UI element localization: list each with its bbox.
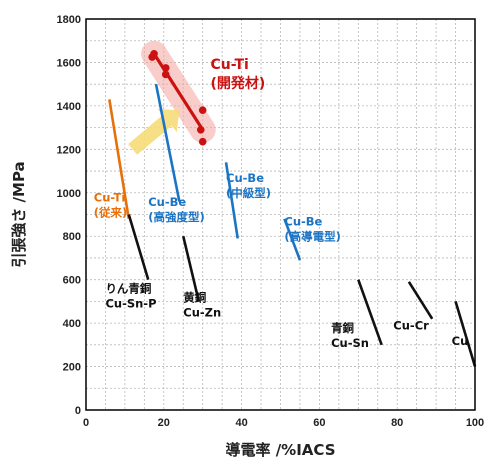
y-tick-label: 1200 [57, 144, 81, 156]
series-line [283, 218, 302, 261]
x-tick-label: 60 [313, 417, 325, 429]
data-point [161, 70, 170, 79]
data-point [196, 125, 205, 134]
annotation-text: りん青銅 [105, 282, 151, 296]
annotation: Cu-Be(高導電型) [284, 214, 341, 243]
data-point [198, 106, 207, 115]
data-point [161, 64, 170, 72]
annotation-text: (中級型) [226, 186, 271, 200]
series-points [148, 49, 207, 146]
annotation-text: Cu-Be [148, 195, 186, 209]
series-line [454, 301, 477, 367]
series-line [127, 214, 150, 281]
y-tick-label: 600 [63, 275, 81, 287]
annotation-text: 黄銅 [183, 290, 206, 304]
annotation-text: (高導電型) [284, 229, 341, 243]
y-tick-label: 1600 [57, 57, 81, 69]
series-fit-line [152, 52, 205, 132]
y-axis-title: 引張強さ /MPa [10, 161, 28, 267]
y-tick-label: 1000 [57, 188, 81, 200]
annotation-text: Cu-Sn-P [105, 297, 156, 311]
annotation-text: Cu-Be [284, 214, 322, 228]
annotation-text: Cu-Be [226, 171, 264, 185]
annotation-text: Cu-Ti [94, 190, 126, 204]
x-tick-label: 80 [391, 417, 403, 429]
annotation: Cu-Cr [393, 319, 429, 333]
x-tick-label: 40 [235, 417, 247, 429]
y-tick-label: 400 [63, 318, 81, 330]
annotation-text: Cu [452, 334, 469, 348]
y-tick-label: 1400 [57, 101, 81, 113]
tick-labels: 0 20 40 60 80 1000200400600800100012001400160… [57, 14, 485, 429]
y-tick-label: 800 [63, 231, 81, 243]
series-line [108, 99, 131, 220]
annotation: Cu [452, 334, 469, 348]
annotation-text: 青銅 [331, 321, 354, 335]
series-line [357, 279, 383, 346]
arrow-shape [128, 109, 180, 155]
annotation: Cu-Be(中級型) [226, 171, 271, 200]
series-line [407, 281, 434, 320]
annotation-text: (開発材) [210, 75, 265, 92]
y-tick-label: 200 [63, 362, 81, 374]
series-line [154, 83, 181, 202]
y-tick-label: 1800 [57, 14, 81, 26]
grid [86, 19, 475, 410]
annotation-text: Cu-Ti [210, 57, 248, 73]
x-tick-label: 100 [466, 417, 484, 429]
x-axis-title: 導電率 /%IACS [225, 441, 335, 459]
y-tick-label: 0 [75, 405, 81, 417]
series-lines [108, 52, 477, 367]
data-point [198, 137, 207, 146]
annotation-text: (従来) [94, 205, 128, 219]
data-point [148, 53, 156, 61]
plot-frame [85, 18, 476, 411]
series-line [181, 235, 201, 302]
series-line [224, 162, 239, 239]
x-tick-label: 20 [158, 417, 170, 429]
annotation: Cu-Ti(従来) [94, 190, 128, 219]
annotations: Cu-Ti(開発材)Cu-Ti(従来)Cu-Be(高強度型)Cu-Be(中級型)… [94, 57, 469, 350]
annotation-text: Cu-Zn [183, 305, 221, 319]
annotation: Cu-Be(高強度型) [148, 195, 205, 224]
annotation-text: Cu-Sn [331, 336, 369, 350]
annotation-text: Cu-Cr [393, 319, 429, 333]
annotation: Cu-Ti (開発材) [210, 57, 265, 92]
x-tick-label: 0 [83, 417, 89, 429]
annotation-text: (高強度型) [148, 210, 205, 224]
improvement-arrow [128, 109, 180, 155]
